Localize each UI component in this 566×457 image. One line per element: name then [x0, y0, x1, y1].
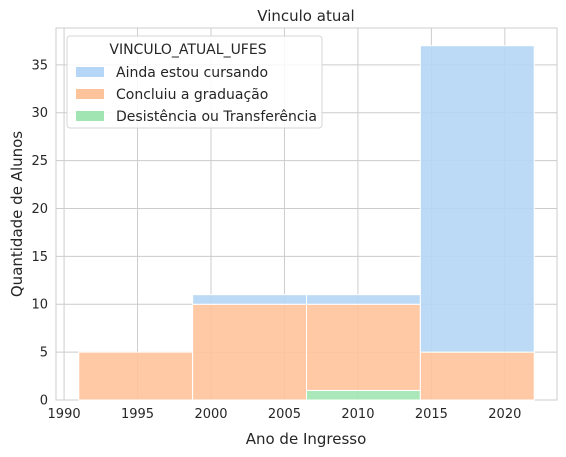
x-tick-label: 2020: [488, 407, 521, 422]
y-tick-label: 0: [40, 394, 48, 409]
x-tick-label: 2015: [415, 407, 448, 422]
legend-swatch-ainda: [76, 67, 104, 77]
legend: VINCULO_ATUAL_UFES Ainda estou cursando …: [67, 36, 322, 128]
bar-concluiu-bin-2: [307, 304, 421, 390]
y-tick-label: 30: [31, 106, 48, 121]
x-tick-label: 2005: [268, 407, 301, 422]
y-tick-label: 10: [31, 298, 48, 313]
bar-ainda-bin-2: [307, 295, 421, 305]
bar-concluiu-bin-3: [420, 352, 534, 400]
legend-title: VINCULO_ATUAL_UFES: [109, 42, 266, 58]
x-tick-label: 1995: [121, 407, 154, 422]
legend-label-ainda: Ainda estou cursando: [116, 65, 268, 81]
y-tick-label: 35: [31, 58, 48, 73]
legend-label-concluiu: Concluiu a graduação: [116, 87, 268, 103]
x-tick-label: 2000: [194, 407, 227, 422]
y-axis-ticks: 0 5 10 15 20 25 30 35: [31, 58, 48, 408]
y-tick-label: 15: [31, 250, 48, 265]
bar-concluiu-bin-0: [79, 352, 193, 400]
bar-concluiu-bin-1: [193, 304, 307, 400]
y-tick-label: 20: [31, 202, 48, 217]
bar-ainda-bin-3: [420, 46, 534, 352]
y-tick-label: 25: [31, 154, 48, 169]
y-tick-label: 5: [40, 346, 48, 361]
legend-swatch-concluiu: [76, 89, 104, 99]
x-tick-label: 1990: [48, 407, 81, 422]
y-axis-title: Quantidade de Alunos: [8, 131, 26, 297]
bar-ainda-bin-1: [193, 295, 307, 305]
x-tick-label: 2010: [341, 407, 374, 422]
chart-title: Vinculo atual: [257, 7, 354, 25]
x-axis-title: Ano de Ingresso: [246, 430, 367, 448]
legend-label-desistencia: Desistência ou Transferência: [116, 109, 317, 125]
bar-desistência-bin-2: [307, 390, 421, 400]
legend-swatch-desistencia: [76, 111, 104, 121]
x-axis-ticks: 1990 1995 2000 2005 2010 2015 2020: [48, 407, 522, 422]
